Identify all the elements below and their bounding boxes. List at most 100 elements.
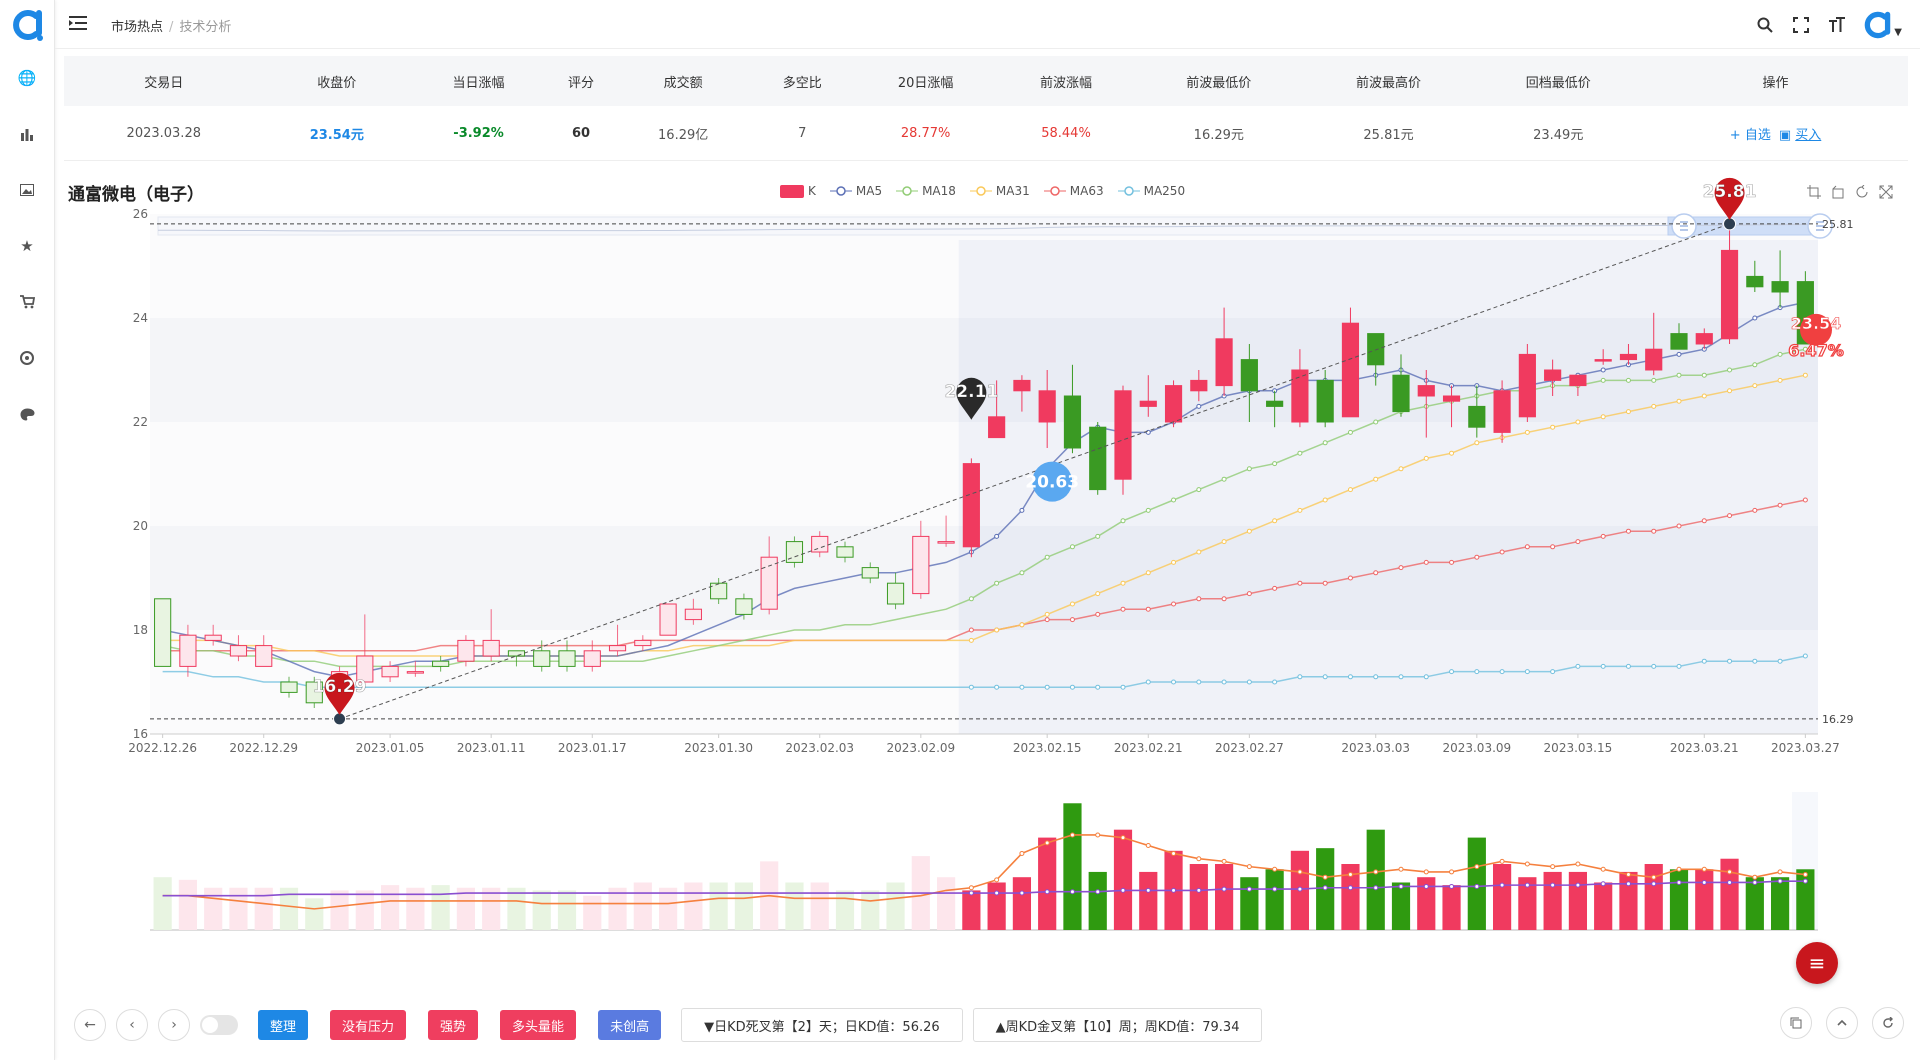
candle-body: [1089, 426, 1107, 491]
ma18-point: [968, 596, 974, 602]
candle-body: [1266, 400, 1284, 407]
ma5-point: [1019, 507, 1025, 513]
ma18-point: [1171, 497, 1177, 503]
ma63-point: [1347, 575, 1353, 581]
app-logo[interactable]: [10, 8, 44, 42]
ma18-point: [1069, 544, 1075, 550]
legend-k[interactable]: K: [780, 184, 816, 198]
ma63-point: [1297, 580, 1303, 586]
legend-ma18[interactable]: MA18: [896, 184, 956, 198]
ma63-point: [1246, 591, 1252, 597]
volume-ma-long-point: [1272, 886, 1278, 892]
floating-menu-button[interactable]: ≡: [1796, 942, 1838, 984]
data-zoom-slider[interactable]: [157, 213, 1833, 239]
volume-ma-short-point: [994, 877, 1000, 883]
candle-body: [1392, 374, 1410, 413]
ma250-point: [1398, 674, 1404, 680]
toggle-switch[interactable]: [200, 1015, 238, 1035]
user-dropdown-icon[interactable]: ▼: [1894, 26, 1902, 38]
ma31-point: [1676, 398, 1682, 404]
ma250-point: [1524, 669, 1530, 675]
zoom-select-icon[interactable]: [1806, 184, 1822, 200]
search-icon[interactable]: [1754, 14, 1776, 36]
breadcrumb-market[interactable]: 市场热点: [111, 20, 164, 35]
candle-body: [583, 650, 601, 667]
volume-ma-short-point: [1575, 861, 1581, 867]
volume-ma-short-point: [1398, 866, 1404, 872]
cell-ratio: 7: [751, 106, 854, 161]
ma63-point: [1625, 528, 1631, 534]
legend-ma18-swatch: [896, 186, 919, 196]
cell-wave-low: 16.29元: [1133, 106, 1304, 161]
refresh-icon[interactable]: [1872, 1007, 1904, 1039]
buy-button[interactable]: ▣ 买入: [1779, 128, 1821, 143]
copy-icon[interactable]: [1780, 1007, 1812, 1039]
mid-pin: 22.11: [944, 377, 999, 420]
chevron-up-icon[interactable]: [1826, 1007, 1858, 1039]
fullscreen-icon[interactable]: [1790, 14, 1812, 36]
bar-chart-icon[interactable]: [17, 124, 37, 144]
candle-body: [861, 567, 879, 579]
volume-ma-long-point: [1575, 882, 1581, 888]
ma5-point: [1676, 351, 1682, 357]
cart-icon[interactable]: [17, 292, 37, 312]
low-pin: 16.29: [312, 672, 367, 715]
next-icon[interactable]: ›: [158, 1009, 190, 1041]
add-watchlist-button[interactable]: + 自选: [1729, 127, 1771, 143]
candle-body: [1771, 281, 1789, 293]
ma250-point: [1575, 663, 1581, 669]
font-size-icon[interactable]: [1826, 14, 1848, 36]
signal-tag[interactable]: 强势: [428, 1010, 479, 1040]
candle-body: [1518, 353, 1536, 418]
signal-tag[interactable]: 没有压力: [330, 1010, 407, 1040]
cell-date: 2023.03.28: [64, 106, 264, 161]
legend-ma5[interactable]: MA5: [829, 184, 882, 198]
volume-ma-short-point: [1499, 858, 1505, 864]
ma31-point: [1550, 424, 1556, 430]
volume-bar: [1518, 877, 1537, 930]
menu-toggle-icon[interactable]: [69, 14, 87, 32]
volume-ma-short-point: [1019, 850, 1025, 856]
header-close: 收盘价: [263, 56, 411, 106]
signal-tag[interactable]: 多头量能: [500, 1010, 577, 1040]
header-ratio: 多空比: [751, 56, 854, 106]
legend-ma31[interactable]: MA31: [969, 184, 1030, 198]
ma63-point: [1069, 617, 1075, 623]
lifebuoy-icon[interactable]: [17, 348, 37, 368]
volume-bar: [229, 887, 248, 930]
header-actions: 操作: [1643, 56, 1908, 106]
top-tools: ▼: [1754, 10, 1902, 40]
candle-body: [457, 639, 475, 662]
volume-ma-long: [162, 880, 1806, 897]
ma31-point: [1145, 570, 1151, 576]
star-icon[interactable]: ★: [20, 237, 34, 255]
palette-icon[interactable]: [17, 404, 37, 424]
user-avatar[interactable]: [1862, 10, 1892, 40]
signal-tag[interactable]: 未创高: [598, 1010, 662, 1040]
candle-body: [1038, 390, 1056, 423]
image-icon[interactable]: [17, 180, 37, 200]
signal-tags: 整理 没有压力 强势 多头量能 未创高: [258, 1010, 662, 1040]
volume-bar: [254, 887, 273, 930]
ma31-point: [1373, 476, 1379, 482]
volume-bar: [1467, 837, 1486, 930]
candle-body: [1139, 400, 1157, 407]
ma250-point: [1246, 679, 1252, 685]
prev-icon[interactable]: ‹: [116, 1009, 148, 1041]
candle-body: [406, 671, 424, 674]
arrow-left-icon[interactable]: ←: [74, 1009, 106, 1041]
kline-chart[interactable]: 16 18 20 22 24 26 2022.12.26 2022.12.29 2023.01…: [0, 0, 1920, 1000]
volume-ma-short-point: [1044, 840, 1050, 846]
ma63-point: [1777, 502, 1783, 508]
expand-icon[interactable]: [1878, 184, 1894, 200]
header-turnover: 成交额: [614, 56, 752, 106]
volume-ma-short-point: [1423, 869, 1429, 875]
signal-tag[interactable]: 整理: [258, 1010, 309, 1040]
globe-icon[interactable]: 🌐: [17, 69, 37, 87]
legend-ma250[interactable]: MA250: [1117, 184, 1185, 198]
restore-icon[interactable]: [1854, 184, 1870, 200]
volume-ma-short-point: [1524, 861, 1530, 867]
ma31-point: [1221, 539, 1227, 545]
legend-ma63[interactable]: MA63: [1043, 184, 1104, 198]
zoom-reset-icon[interactable]: [1830, 184, 1846, 200]
